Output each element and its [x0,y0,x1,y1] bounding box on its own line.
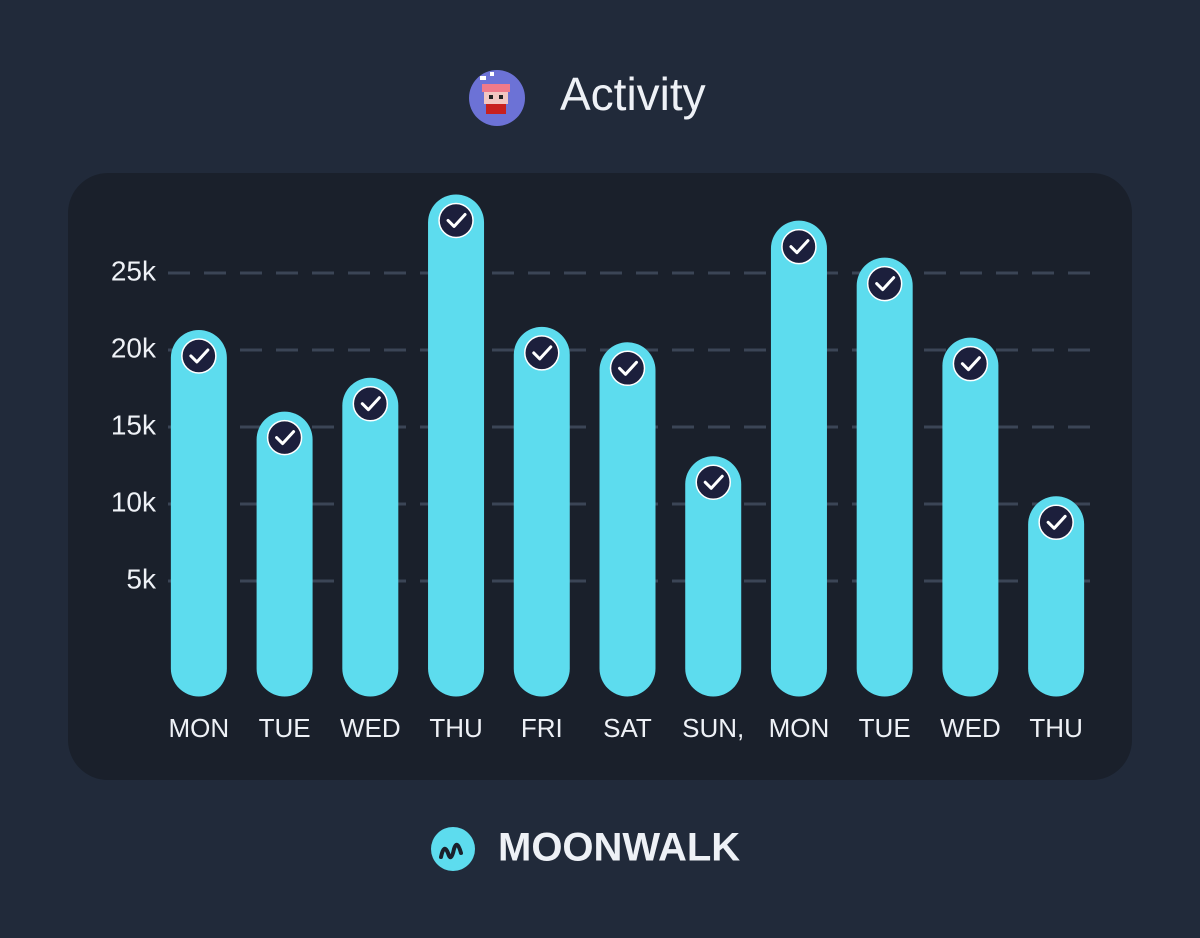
check-mark [189,348,210,364]
bar [942,337,999,697]
bar [599,342,656,697]
check-mark [960,356,981,372]
bar [685,456,742,697]
check-mark [446,212,467,228]
check-mark [532,345,553,361]
check-mark [703,474,724,490]
x-tick-label: TUE [859,713,911,743]
check-icon [266,419,303,456]
brand-name: MOONWALK [498,826,740,870]
x-tick-label: WED [340,713,401,743]
y-tick-label: 25k [111,255,157,286]
check-icon [181,338,217,374]
check-mark [1046,514,1067,530]
bar [342,377,399,697]
bar [770,220,827,697]
avatar [469,70,525,126]
x-tick-label: THU [429,713,482,743]
bar [256,411,313,697]
check-circle [695,464,731,501]
check-mark [875,276,896,292]
x-tick-label: MON [769,713,830,743]
brand-logo [431,827,475,871]
bar [513,326,570,697]
check-icon [352,385,389,422]
x-tick-label: MON [169,713,230,743]
check-mark [360,396,381,412]
y-tick-label: 20k [111,332,157,363]
x-tick-label: THU [1029,713,1082,743]
y-tick-label: 10k [111,486,157,517]
chart-title: Activity [560,68,706,120]
check-circle [352,385,389,422]
y-tick-label: 15k [111,409,157,440]
check-circle [1038,504,1074,541]
x-tick-label: FRI [521,713,563,743]
check-circle [266,419,303,456]
check-mark [618,360,638,376]
check-circle [438,202,474,239]
x-tick-label: TUE [259,713,311,743]
check-circle [952,345,989,382]
check-icon [952,345,989,382]
check-circle [524,335,560,371]
bar [856,257,913,697]
check-circle [609,350,646,387]
y-tick-label: 5k [126,563,157,594]
check-icon [695,464,731,501]
bar [428,194,485,697]
check-icon [609,350,646,387]
check-icon [524,335,560,371]
check-mark [789,239,810,255]
check-icon [781,228,817,265]
x-tick-label: SAT [603,713,652,743]
check-icon [1038,504,1074,541]
x-tick-label: SUN, [682,713,744,743]
check-mark [275,430,296,446]
bar [1028,496,1085,697]
check-circle [781,228,817,265]
x-tick-label: WED [940,713,1001,743]
check-icon [438,202,474,239]
check-circle [866,265,903,302]
check-icon [866,265,903,302]
check-circle [181,338,217,374]
bar [170,329,227,697]
